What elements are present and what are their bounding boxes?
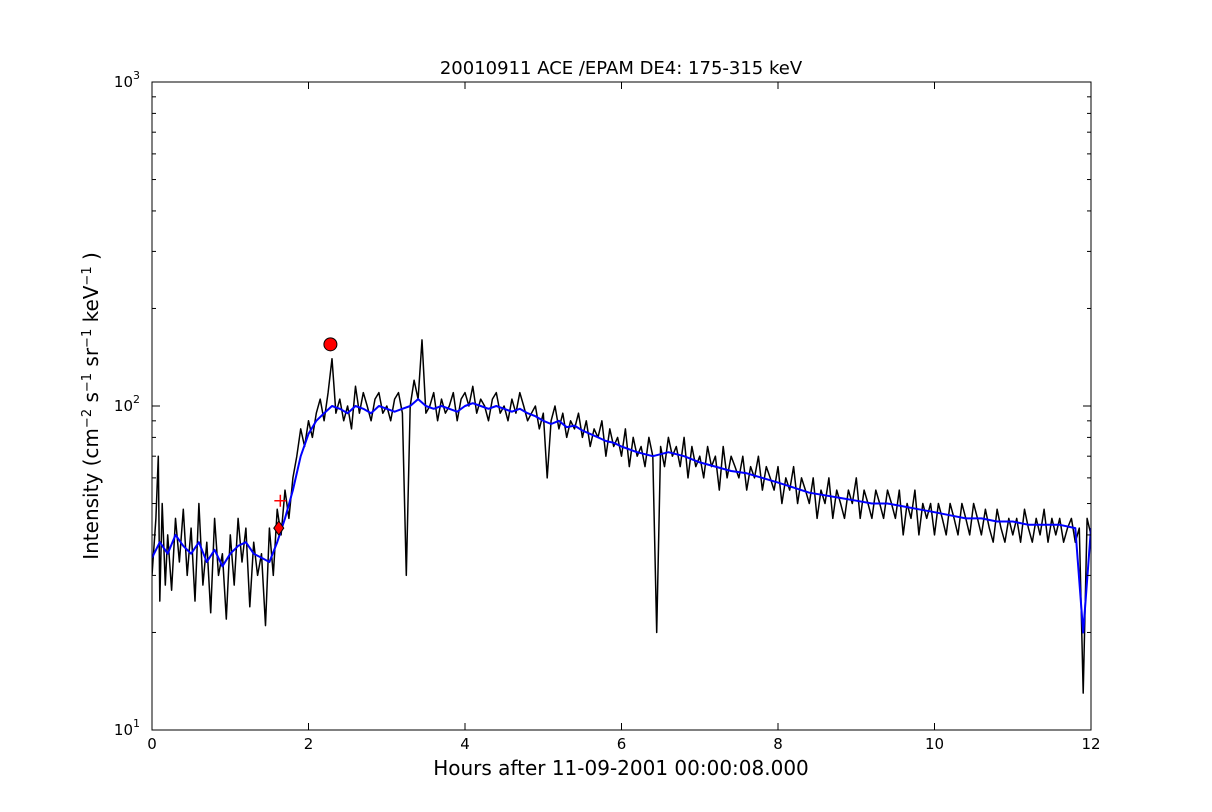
x-tick-label: 4 xyxy=(460,735,470,753)
event-marker-plus xyxy=(274,494,287,507)
plot-frame xyxy=(151,81,1092,731)
y-tick-label: 102 xyxy=(114,393,140,415)
series-line-2 xyxy=(152,398,1091,634)
x-tick-label: 0 xyxy=(147,735,157,753)
x-tick-label: 8 xyxy=(773,735,783,753)
y-tick-label: 101 xyxy=(114,717,140,739)
x-tick-label: 2 xyxy=(304,735,314,753)
event-marker-diamond xyxy=(273,520,285,536)
x-tick-label: 12 xyxy=(1081,735,1100,753)
event-marker-circle xyxy=(323,337,338,352)
y-axis-title: Intensity (cm−2 s−1 sr−1 keV−1 ) xyxy=(79,252,103,560)
y-tick-label: 103 xyxy=(114,69,140,91)
x-tick-label: 6 xyxy=(617,735,627,753)
x-axis-title: Hours after 11-09-2001 00:00:08.000 xyxy=(433,756,809,780)
x-tick-label: 10 xyxy=(925,735,944,753)
series-line-1 xyxy=(152,339,1091,694)
chart-title: 20010911 ACE /EPAM DE4: 175-315 keV xyxy=(440,58,803,79)
